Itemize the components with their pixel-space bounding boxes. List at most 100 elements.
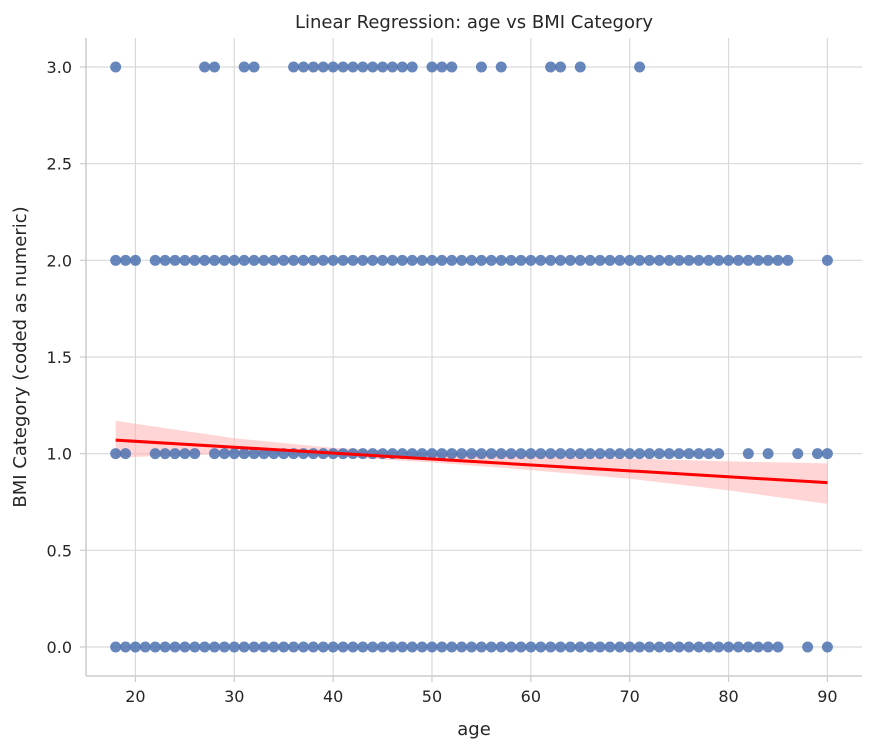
data-point xyxy=(426,641,438,653)
data-point xyxy=(238,448,250,460)
data-point xyxy=(179,448,191,460)
data-point xyxy=(446,448,458,460)
y-tick-label: 1.5 xyxy=(47,348,72,367)
data-point xyxy=(228,254,240,266)
data-point xyxy=(416,448,428,460)
data-point xyxy=(228,448,240,460)
data-point xyxy=(515,254,527,266)
data-point xyxy=(347,641,359,653)
data-point xyxy=(604,254,616,266)
data-point xyxy=(505,448,517,460)
x-tick-label: 60 xyxy=(521,687,541,706)
data-point xyxy=(347,61,359,73)
data-point xyxy=(357,61,369,73)
data-point xyxy=(110,254,122,266)
data-point xyxy=(120,641,132,653)
data-point xyxy=(159,254,171,266)
data-point xyxy=(821,254,833,266)
data-point xyxy=(703,254,715,266)
data-point xyxy=(446,254,458,266)
data-point xyxy=(634,254,646,266)
data-point xyxy=(436,254,448,266)
regression-line-layer xyxy=(115,438,828,485)
y-tick-label: 0.0 xyxy=(47,638,72,657)
data-point xyxy=(456,641,468,653)
data-point xyxy=(248,61,260,73)
data-point xyxy=(634,448,646,460)
data-point xyxy=(337,641,349,653)
data-point xyxy=(663,641,675,653)
data-point xyxy=(545,641,557,653)
data-point xyxy=(683,641,695,653)
data-point xyxy=(377,254,389,266)
data-point xyxy=(703,448,715,460)
data-point xyxy=(149,448,161,460)
data-point xyxy=(624,641,636,653)
data-point xyxy=(268,641,280,653)
data-point xyxy=(663,448,675,460)
data-point xyxy=(209,254,221,266)
data-point xyxy=(475,641,487,653)
data-point xyxy=(574,641,586,653)
data-point xyxy=(396,641,408,653)
data-point xyxy=(209,61,221,73)
data-point xyxy=(209,448,221,460)
data-point xyxy=(367,641,379,653)
data-point xyxy=(535,254,547,266)
data-point xyxy=(357,254,369,266)
data-point xyxy=(386,254,398,266)
data-point xyxy=(307,641,319,653)
data-point xyxy=(199,61,211,73)
data-point xyxy=(723,641,735,653)
data-point xyxy=(248,254,260,266)
data-point xyxy=(367,254,379,266)
data-point xyxy=(584,254,596,266)
data-point xyxy=(199,641,211,653)
data-point xyxy=(812,448,824,460)
data-point xyxy=(169,254,181,266)
data-point xyxy=(169,448,181,460)
data-point xyxy=(723,254,735,266)
data-point xyxy=(713,641,725,653)
data-point xyxy=(436,448,448,460)
data-point xyxy=(278,641,290,653)
x-tick-label: 70 xyxy=(620,687,640,706)
data-point xyxy=(673,254,685,266)
data-point xyxy=(515,448,527,460)
data-point xyxy=(426,448,438,460)
data-point xyxy=(604,641,616,653)
data-point xyxy=(337,61,349,73)
data-point xyxy=(327,254,339,266)
data-point xyxy=(653,254,665,266)
data-point xyxy=(120,254,132,266)
data-point xyxy=(742,641,754,653)
data-point xyxy=(297,61,309,73)
chart-title: Linear Regression: age vs BMI Category xyxy=(295,12,653,33)
data-point xyxy=(821,448,833,460)
data-point xyxy=(396,61,408,73)
y-tick-label: 0.5 xyxy=(47,541,72,560)
data-point xyxy=(209,641,221,653)
data-point xyxy=(485,641,497,653)
data-point xyxy=(327,61,339,73)
y-tick-label: 3.0 xyxy=(47,58,72,77)
data-point xyxy=(248,448,260,460)
data-point xyxy=(693,448,705,460)
data-point xyxy=(307,254,319,266)
data-point xyxy=(485,448,497,460)
data-point xyxy=(258,448,270,460)
data-point xyxy=(426,254,438,266)
data-point xyxy=(406,641,418,653)
data-point xyxy=(584,641,596,653)
data-point xyxy=(149,641,161,653)
data-point xyxy=(110,61,122,73)
data-point xyxy=(357,641,369,653)
data-point xyxy=(248,641,260,653)
data-point xyxy=(159,448,171,460)
data-point xyxy=(634,61,646,73)
data-point xyxy=(495,61,507,73)
data-point xyxy=(110,641,122,653)
data-point xyxy=(782,254,794,266)
data-point xyxy=(554,254,566,266)
data-point xyxy=(742,254,754,266)
